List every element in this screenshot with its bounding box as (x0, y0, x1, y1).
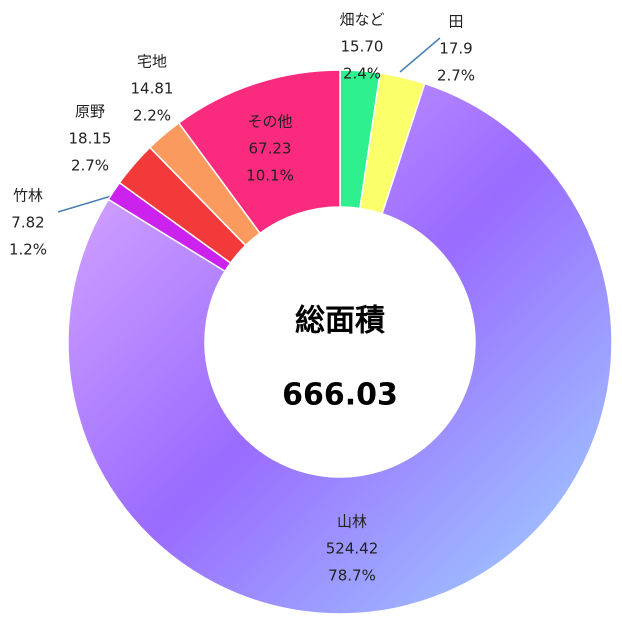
percent-label: 2.4% (343, 65, 381, 83)
center-value: 666.03 (282, 378, 398, 413)
category-label: 畑など (339, 11, 384, 29)
value-label: 7.82 (11, 214, 44, 232)
category-label: 宅地 (137, 53, 167, 71)
value-label: 15.70 (341, 38, 384, 56)
category-label: その他 (247, 113, 292, 131)
category-label: 原野 (75, 103, 105, 121)
center-title: 総面積 (295, 304, 385, 339)
category-label: 田 (448, 13, 463, 31)
value-label: 17.9 (439, 40, 472, 58)
percent-label: 1.2% (9, 241, 47, 259)
value-label: 14.81 (131, 80, 174, 98)
category-label: 竹林 (13, 187, 43, 205)
percent-label: 10.1% (246, 167, 294, 185)
value-label: 18.15 (69, 130, 112, 148)
percent-label: 2.2% (133, 107, 171, 125)
percent-label: 78.7% (328, 567, 376, 585)
percent-label: 2.7% (437, 67, 475, 85)
value-label: 67.23 (249, 140, 292, 158)
donut-slice (177, 69, 341, 235)
category-label: 山林 (337, 513, 367, 531)
percent-label: 2.7% (71, 157, 109, 175)
donut-slice (67, 82, 613, 615)
leader-line (57, 193, 119, 213)
leader-line (399, 37, 441, 73)
value-label: 524.42 (326, 540, 379, 558)
